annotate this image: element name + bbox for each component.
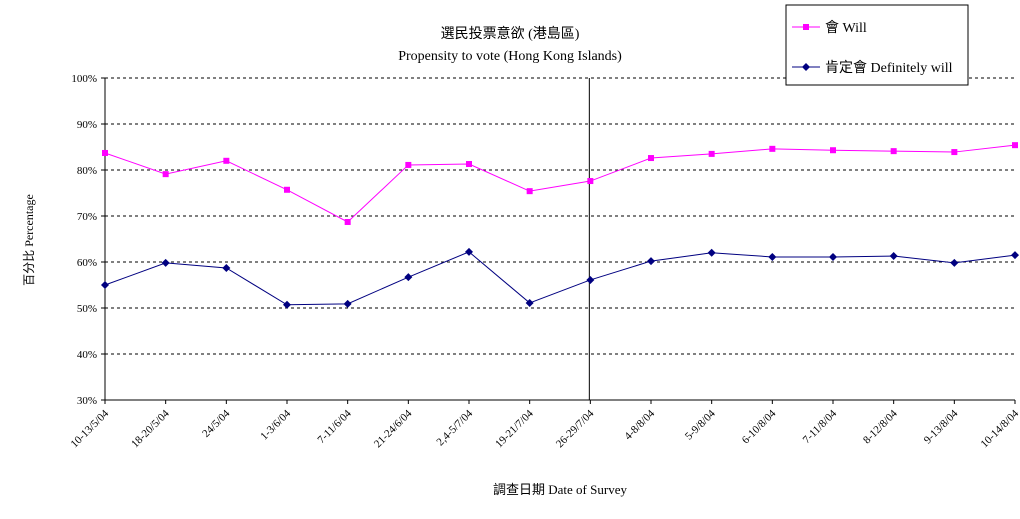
data-point-will — [890, 148, 897, 155]
x-tick-label: 24/5/04 — [200, 407, 233, 440]
data-point-will — [708, 150, 715, 157]
data-point-definitely-will — [525, 298, 534, 307]
y-tick-label: 100% — [71, 73, 97, 85]
x-tick-label: 4-8/8/04 — [622, 407, 657, 442]
data-point-will — [951, 149, 958, 156]
data-point-definitely-will — [829, 252, 837, 261]
data-point-definitely-will — [707, 248, 716, 257]
x-tick-label: 9-13/8/04 — [922, 407, 961, 446]
data-point-definitely-will — [404, 273, 413, 282]
data-point-will — [223, 157, 230, 164]
x-tick-label: 10-14/8/04 — [978, 407, 1020, 450]
legend-marker-definitely — [802, 63, 810, 71]
x-tick-label: 19-21/7/04 — [493, 407, 536, 450]
x-tick-label: 7-11/8/04 — [801, 407, 840, 446]
y-tick-label: 40% — [77, 349, 97, 361]
data-point-will — [162, 171, 169, 178]
x-tick-label: 7-11/6/04 — [315, 407, 354, 446]
data-point-definitely-will — [586, 275, 595, 284]
y-tick-label: 60% — [77, 257, 97, 269]
x-tick-label: 10-13/5/04 — [68, 407, 111, 450]
data-point-definitely-will — [343, 299, 352, 308]
data-point-definitely-will — [101, 281, 109, 289]
data-point-will — [284, 186, 290, 193]
x-tick-label: 2,4-5/7/04 — [434, 407, 475, 448]
legend-marker-will — [803, 24, 809, 30]
chart-title: 選民投票意欲 (港島區) — [441, 25, 580, 42]
grid — [101, 77, 1015, 401]
data-point-will — [648, 155, 654, 162]
data-point-definitely-will — [465, 247, 473, 256]
legend: 會 Will 肯定會 Definitely will — [785, 4, 969, 86]
data-point-will — [344, 218, 351, 225]
data-point-will — [102, 149, 108, 156]
y-tick-label: 70% — [77, 211, 97, 223]
x-tick-label: 5-9/8/04 — [683, 407, 718, 442]
data-point-definitely-will — [222, 263, 231, 272]
series — [101, 142, 1019, 309]
series-line-0 — [104, 144, 1016, 223]
x-tick-label: 21-24/6/04 — [372, 407, 415, 450]
x-tick-label: 18-20/5/04 — [129, 407, 172, 450]
data-point-will — [466, 161, 472, 168]
x-tick-label: 6-10/8/04 — [740, 407, 779, 446]
data-point-will — [526, 188, 533, 195]
legend-label-definitely: 肯定會 Definitely will — [825, 60, 953, 76]
y-tick-label: 90% — [77, 119, 97, 131]
y-tick-label: 50% — [77, 303, 97, 315]
data-point-definitely-will — [1011, 251, 1019, 260]
y-axis-label: 百分比 Percentage — [22, 194, 36, 286]
x-tick-label: 1-3/6/04 — [258, 407, 293, 442]
data-point-will — [587, 178, 594, 185]
x-ticks: 10-13/5/04 18-20/5/04 24/5/04 1-3/6/04 7-11/… — [68, 400, 1020, 450]
legend-label-will: 會 Will — [825, 20, 867, 36]
chart-subtitle: Propensity to vote (Hong Kong Islands) — [398, 49, 622, 64]
data-point-will — [1012, 142, 1018, 149]
data-point-definitely-will — [950, 258, 959, 267]
data-point-definitely-will — [283, 300, 291, 309]
data-point-will — [769, 145, 776, 152]
data-point-will — [405, 161, 412, 168]
data-point-will — [830, 147, 836, 154]
x-tick-label: 8-12/8/04 — [861, 407, 900, 446]
data-point-definitely-will — [768, 252, 777, 261]
x-axis-label: 調查日期 Date of Survey — [493, 482, 627, 497]
series-line-1 — [104, 251, 1016, 306]
data-point-definitely-will — [889, 252, 898, 261]
y-ticks: 30% 40% 50% 60% 70% 80% 90% 100% — [71, 73, 97, 407]
y-tick-label: 80% — [77, 165, 97, 177]
x-tick-label: 26-29/7/04 — [554, 407, 597, 450]
y-tick-label: 30% — [77, 395, 97, 407]
data-point-definitely-will — [647, 257, 655, 266]
data-point-definitely-will — [161, 258, 170, 267]
